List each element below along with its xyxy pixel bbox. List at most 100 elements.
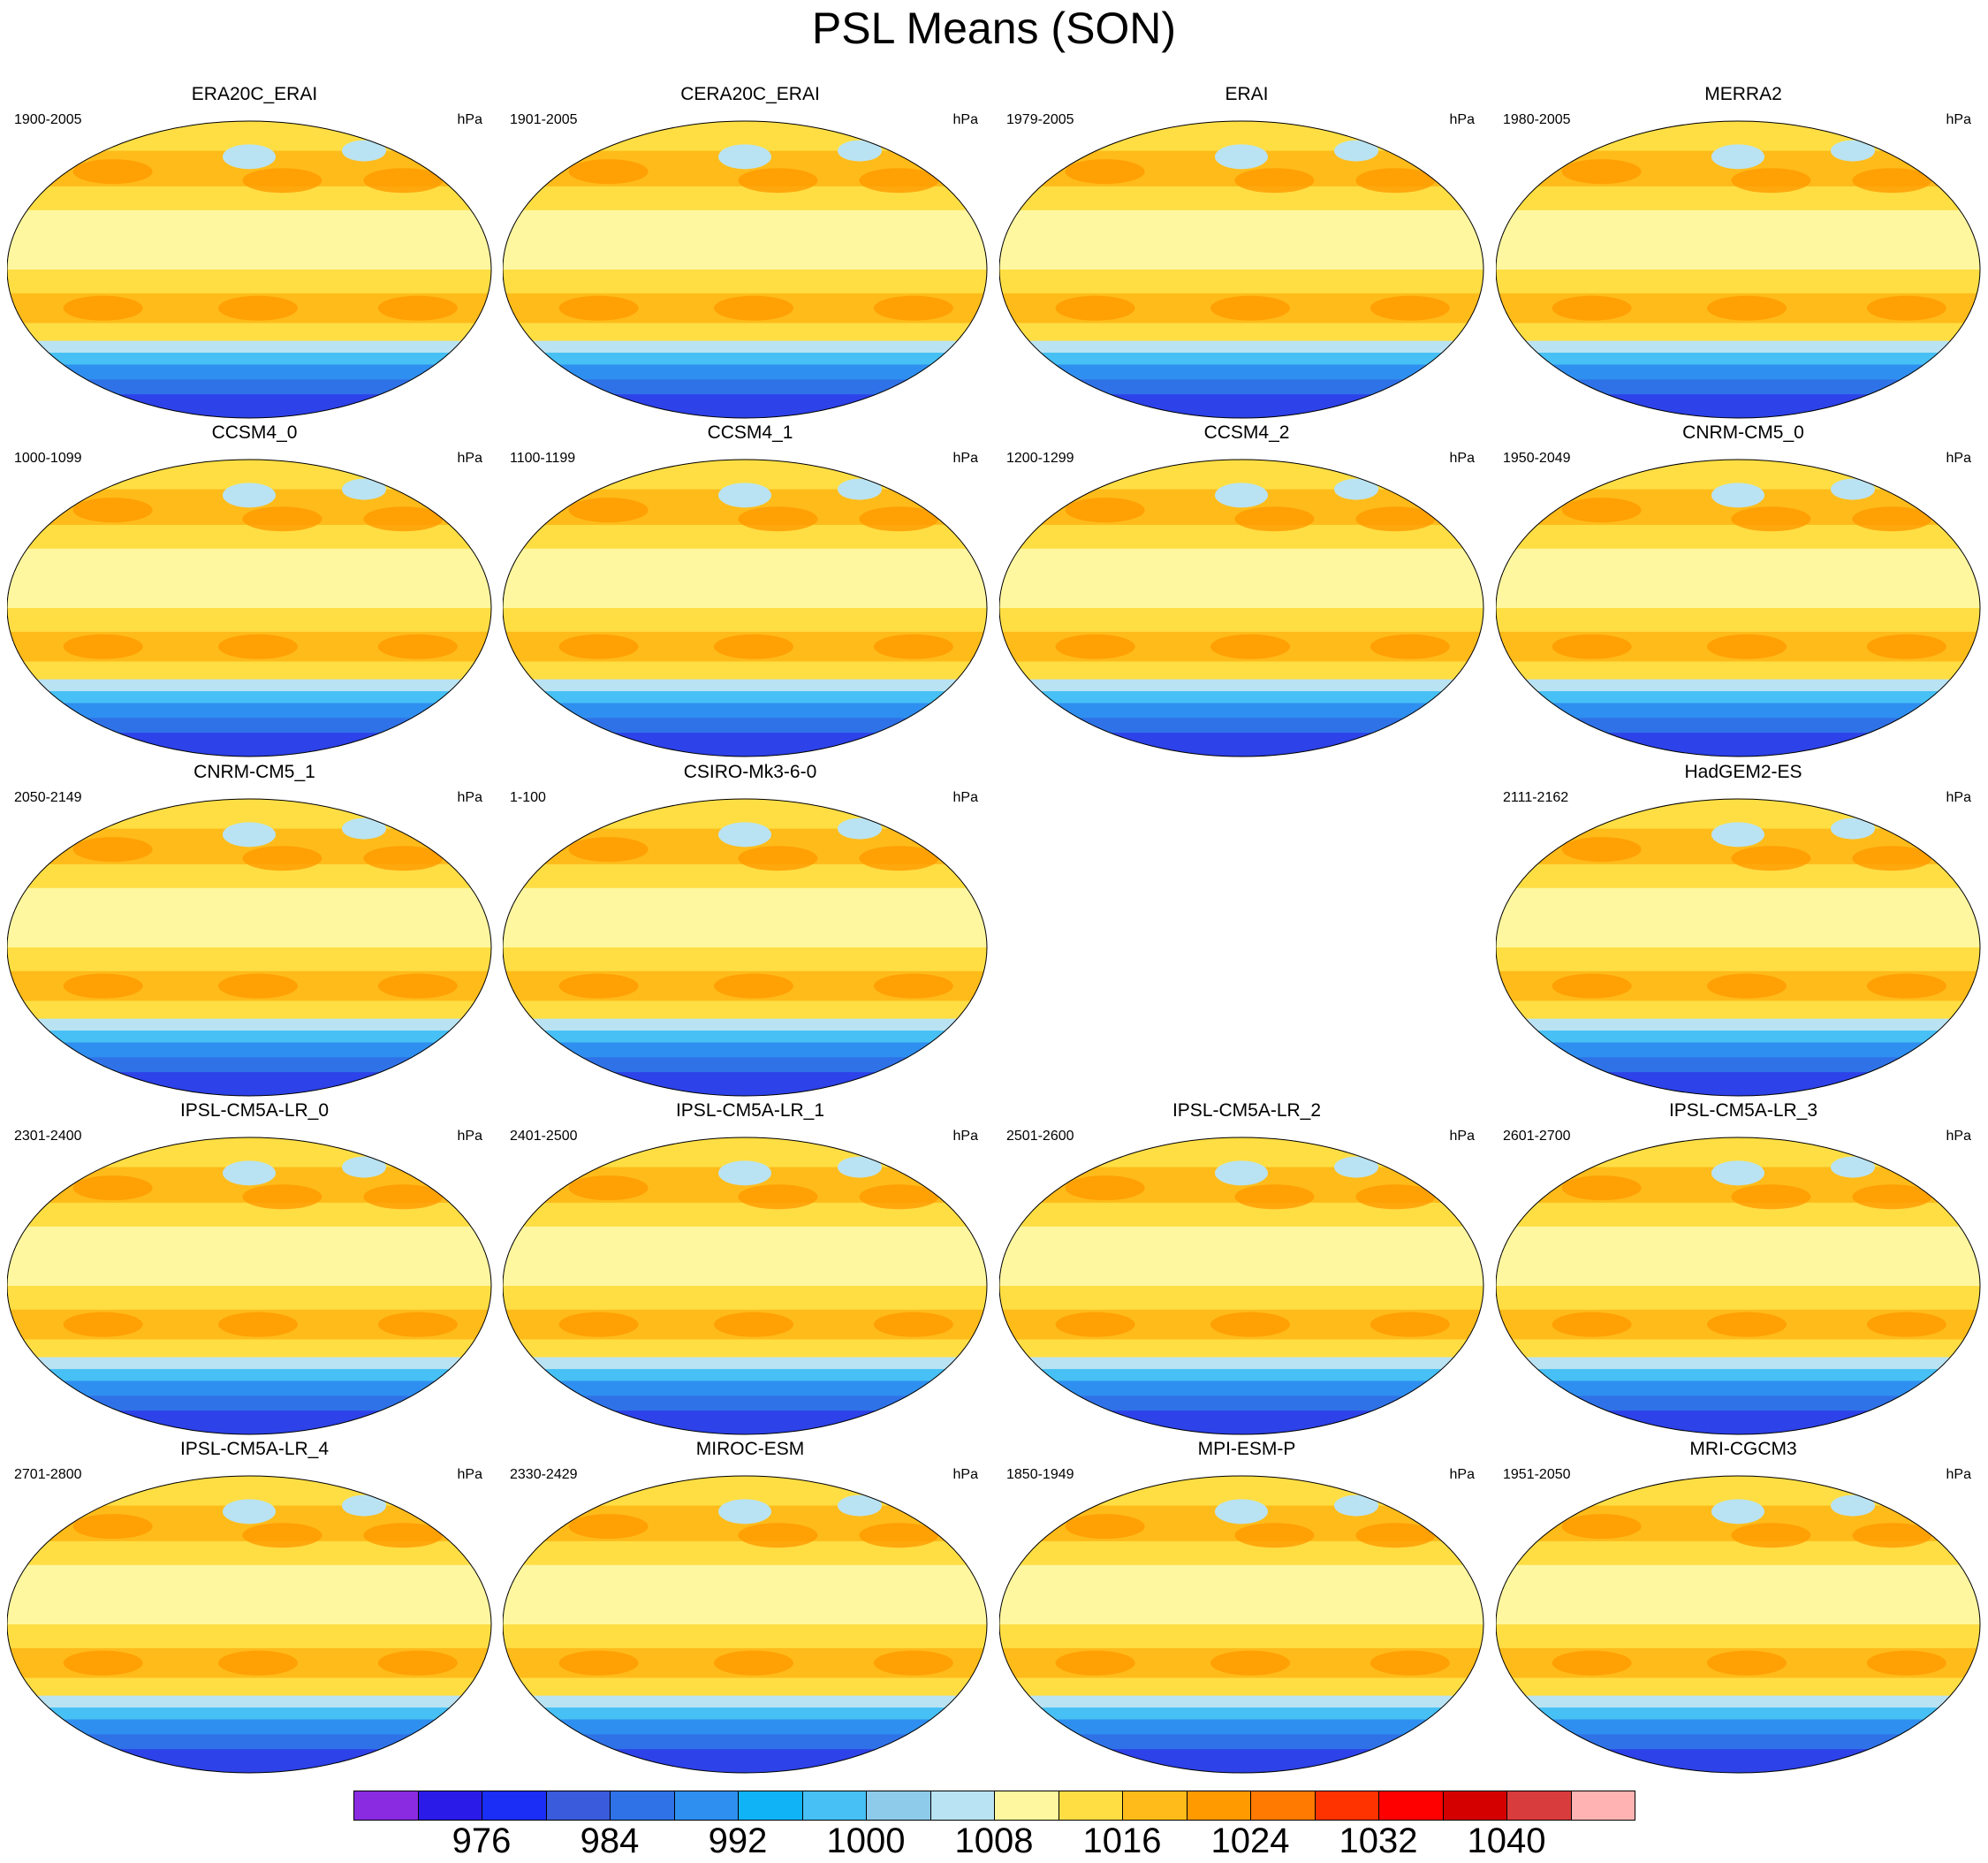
psl-band xyxy=(1496,1226,1980,1287)
low-pressure-cell xyxy=(223,144,276,170)
high-pressure-cell xyxy=(1852,846,1932,871)
map-outline xyxy=(503,120,988,419)
psl-band xyxy=(503,1719,987,1736)
psl-band xyxy=(999,1226,1483,1287)
panel-title: MERRA2 xyxy=(1704,84,1782,104)
southern-ocean-low xyxy=(1052,394,1423,418)
panel-units: hPa xyxy=(457,790,482,805)
low-pressure-cell xyxy=(1215,483,1268,508)
low-pressure-cell xyxy=(1334,140,1378,162)
panel-period: 1-100 xyxy=(510,790,546,805)
psl-field xyxy=(7,121,491,418)
psl-band xyxy=(7,1042,491,1059)
psl-band xyxy=(999,270,1483,294)
low-pressure-cell xyxy=(342,1156,386,1178)
psl-band xyxy=(999,608,1483,633)
high-pressure-cell xyxy=(1731,1184,1811,1210)
high-pressure-cell xyxy=(873,295,953,321)
psl-band xyxy=(1496,1042,1980,1059)
panel-title: CCSM4_1 xyxy=(707,422,793,443)
southern-ocean-low xyxy=(1549,733,1920,757)
panel-title: CSIRO-Mk3-6-0 xyxy=(683,762,817,782)
high-pressure-cell xyxy=(568,498,649,523)
psl-band xyxy=(999,1380,1483,1397)
psl-band xyxy=(503,1018,987,1032)
map-outline xyxy=(999,1137,1484,1435)
low-pressure-cell xyxy=(838,1494,882,1517)
psl-band xyxy=(503,1380,987,1397)
map-outline xyxy=(7,459,492,757)
psl-band xyxy=(7,1719,491,1736)
colorbar-box xyxy=(738,1791,803,1821)
colorbar-box xyxy=(994,1791,1059,1821)
psl-band xyxy=(7,1707,491,1721)
southern-ocean-low xyxy=(1549,1072,1920,1096)
panel-title: MRI-CGCM3 xyxy=(1689,1439,1797,1459)
psl-band xyxy=(1496,270,1980,294)
high-pressure-cell xyxy=(738,846,818,871)
high-pressure-cell xyxy=(738,1184,818,1210)
low-pressure-cell xyxy=(838,1156,882,1178)
high-pressure-cell xyxy=(558,1650,639,1676)
psl-band xyxy=(999,364,1483,381)
psl-field xyxy=(999,121,1483,418)
map-panel: CNRM-CM5_0 1950-2049 hPa xyxy=(1496,422,1988,758)
psl-field xyxy=(999,1476,1483,1773)
psl-band xyxy=(999,323,1483,342)
psl-field xyxy=(7,1137,491,1434)
psl-band xyxy=(1496,1018,1980,1032)
high-pressure-cell xyxy=(63,634,143,659)
psl-band xyxy=(1496,1380,1980,1397)
low-pressure-cell xyxy=(1215,1499,1268,1525)
low-pressure-cell xyxy=(718,144,771,170)
high-pressure-cell xyxy=(1552,973,1632,999)
high-pressure-cell xyxy=(242,1184,322,1210)
high-pressure-cell xyxy=(363,168,444,194)
low-pressure-cell xyxy=(1711,822,1764,848)
southern-ocean-low xyxy=(1549,1411,1920,1434)
high-pressure-cell xyxy=(1852,1184,1932,1210)
low-pressure-cell xyxy=(1334,1494,1378,1517)
psl-field xyxy=(503,1476,987,1773)
panel-period: 1850-1949 xyxy=(1006,1467,1074,1482)
high-pressure-cell xyxy=(72,498,153,523)
psl-field xyxy=(503,799,987,1096)
high-pressure-cell xyxy=(1552,634,1632,659)
map-outline xyxy=(503,459,988,757)
high-pressure-cell xyxy=(218,1650,298,1676)
high-pressure-cell xyxy=(1852,1523,1932,1548)
psl-band xyxy=(7,1226,491,1287)
high-pressure-cell xyxy=(1065,159,1145,185)
panel-period: 2050-2149 xyxy=(14,790,82,805)
southern-ocean-low xyxy=(556,733,927,757)
high-pressure-cell xyxy=(242,846,322,871)
low-pressure-cell xyxy=(1215,1160,1268,1186)
low-pressure-cell xyxy=(1711,1160,1764,1186)
panel-units: hPa xyxy=(1946,112,1971,127)
southern-ocean-low xyxy=(1549,1749,1920,1773)
panel-title: IPSL-CM5A-LR_1 xyxy=(675,1100,825,1121)
psl-band xyxy=(999,548,1483,609)
panel-period: 1979-2005 xyxy=(1006,112,1074,127)
southern-ocean-low xyxy=(60,733,431,757)
map-panel: CCSM4_0 1000-1099 hPa xyxy=(7,422,502,758)
psl-field xyxy=(7,1476,491,1773)
high-pressure-cell xyxy=(63,1650,143,1676)
map-svg xyxy=(503,459,988,757)
southern-ocean-low xyxy=(60,1411,431,1434)
high-pressure-cell xyxy=(859,1184,939,1210)
colorbar-box xyxy=(1570,1791,1635,1821)
panel-title: IPSL-CM5A-LR_4 xyxy=(179,1439,330,1459)
map-panel: CCSM4_2 1200-1299 hPa xyxy=(999,422,1494,758)
high-pressure-cell xyxy=(1731,846,1811,871)
map-outline xyxy=(1496,120,1981,419)
psl-field xyxy=(503,1137,987,1434)
low-pressure-cell xyxy=(1711,483,1764,508)
map-outline xyxy=(999,459,1484,757)
map-outline xyxy=(1496,459,1981,757)
psl-band xyxy=(7,1000,491,1020)
psl-band xyxy=(7,548,491,609)
psl-band xyxy=(503,1564,987,1625)
psl-band xyxy=(7,608,491,633)
colorbar-tick-label: 992 xyxy=(708,1821,768,1860)
